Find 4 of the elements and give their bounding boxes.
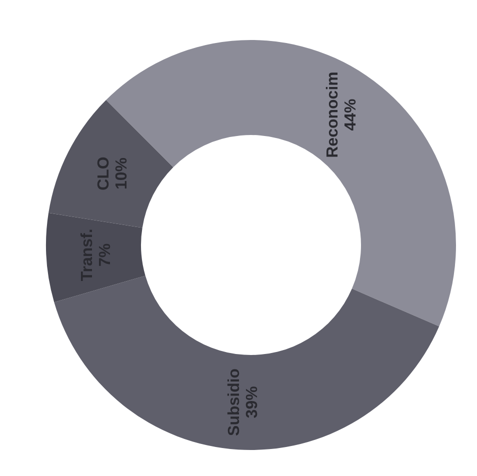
data-label: 44% xyxy=(342,98,360,131)
slice-label: Reconocim xyxy=(324,72,342,158)
data-label: 39% xyxy=(244,386,262,418)
slice-label: Subsidio xyxy=(226,368,244,436)
